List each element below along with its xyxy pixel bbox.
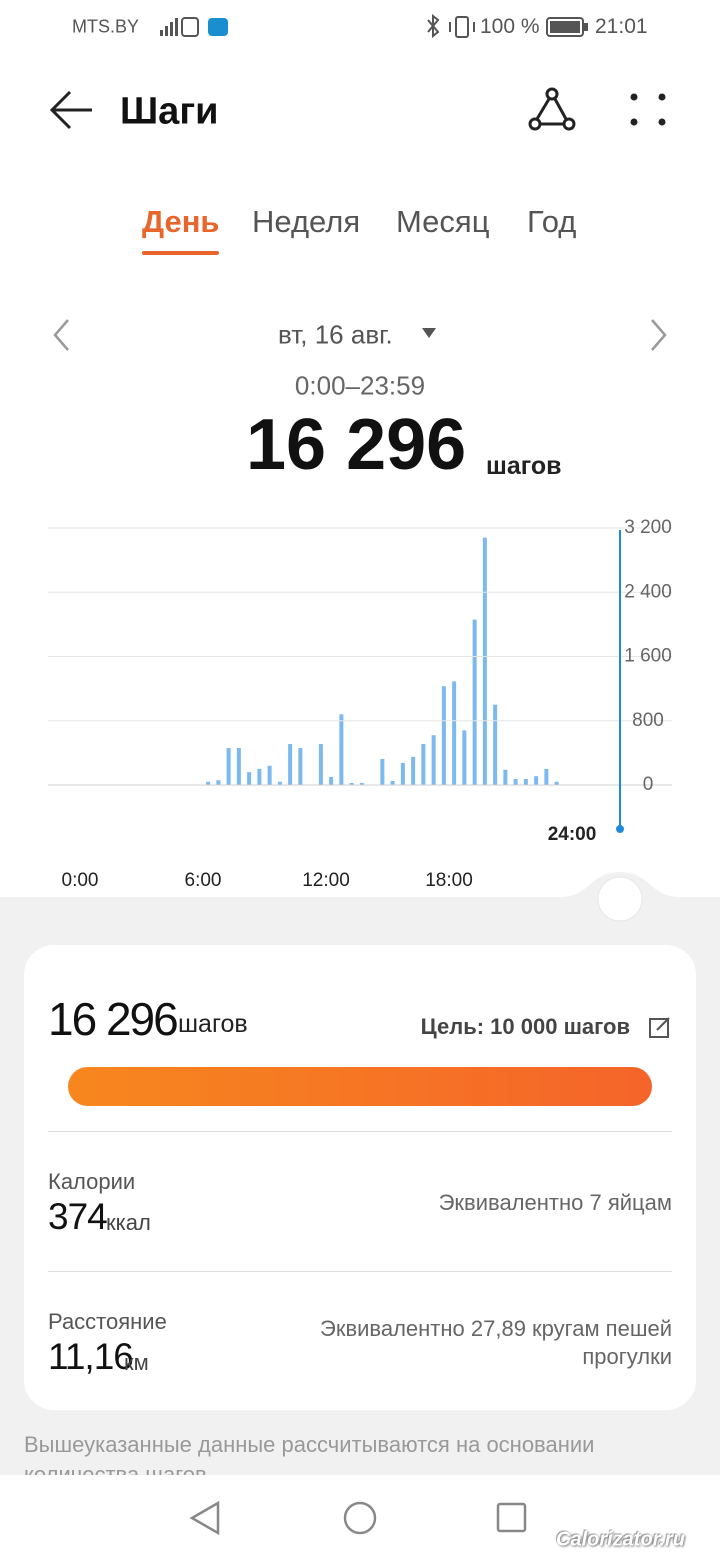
bar xyxy=(247,772,252,785)
carrier: MTS.BY xyxy=(72,16,140,37)
calories-label: Калории xyxy=(48,1169,136,1194)
next-day[interactable] xyxy=(646,318,670,352)
time-range: 0:00–23:59 xyxy=(294,370,426,401)
summary-steps: 16 296 xyxy=(48,993,179,1045)
tab-day[interactable]: День xyxy=(142,204,220,239)
bar xyxy=(513,778,518,785)
back-button[interactable] xyxy=(48,88,96,132)
clock: 21:01 xyxy=(595,15,648,38)
x-tick-label: 6:00 xyxy=(185,870,222,891)
nav-home[interactable] xyxy=(343,1501,377,1535)
divider xyxy=(48,1131,672,1132)
page-title: Шаги xyxy=(120,90,219,133)
total-steps: 16 296 xyxy=(246,405,467,485)
nav-recent[interactable] xyxy=(496,1502,527,1533)
note-clip: Вышеуказанные данные рассчитываются на о… xyxy=(0,1430,720,1475)
tab-week[interactable]: Неделя xyxy=(252,204,361,239)
summary-card xyxy=(24,945,696,1410)
bar xyxy=(482,537,487,785)
x-tick-label: 18:00 xyxy=(425,870,473,891)
bar xyxy=(257,768,262,785)
prev-day[interactable] xyxy=(50,318,74,352)
bar xyxy=(452,681,457,785)
menu-button[interactable] xyxy=(626,88,670,132)
bar xyxy=(216,780,221,785)
distance-unit: км xyxy=(124,1350,149,1375)
bar xyxy=(411,756,416,785)
share-button[interactable] xyxy=(526,86,578,134)
date[interactable]: вт, 16 авг. xyxy=(278,319,393,350)
bar xyxy=(462,730,467,785)
bar xyxy=(288,744,293,785)
bar xyxy=(236,748,241,785)
calories-equivalent: Эквивалентно 7 яйцам xyxy=(438,1190,672,1215)
bar xyxy=(431,735,436,785)
distance-equivalent: Эквивалентно 27,89 кругам пешей прогулки xyxy=(320,1316,672,1369)
bar xyxy=(421,744,426,785)
watermark: Calorizator.ru xyxy=(556,1528,685,1551)
tab-month[interactable]: Месяц xyxy=(396,204,490,239)
x-tick-label: 12:00 xyxy=(302,870,350,891)
total-unit: шагов xyxy=(486,452,562,480)
summary-steps-unit: шагов xyxy=(178,1010,248,1038)
bt-vibrate-icons xyxy=(427,14,475,39)
goal: Цель: 10 000 шагов xyxy=(420,1014,630,1039)
bar xyxy=(267,765,272,785)
distance-label: Расстояние xyxy=(48,1309,167,1334)
bar xyxy=(226,748,231,785)
divider xyxy=(48,1271,672,1272)
nav-buttons xyxy=(189,1500,527,1536)
nav-back[interactable] xyxy=(189,1500,220,1536)
calories-value: 374 xyxy=(48,1196,108,1237)
bar xyxy=(441,686,446,785)
bar xyxy=(503,769,508,785)
bar xyxy=(554,781,559,785)
bar xyxy=(390,780,395,785)
x-tick-label: 0:00 xyxy=(62,870,99,891)
bar xyxy=(277,781,282,785)
y-tick-label: 2 400 xyxy=(624,581,672,602)
bar xyxy=(544,768,549,785)
bar xyxy=(534,776,539,785)
steps-chart: 18:00 12:00 6:00 0:00 3 200 2 400 1 600 800 0 24… xyxy=(48,517,672,891)
bar xyxy=(318,744,323,785)
calories-unit: ккал xyxy=(106,1210,151,1235)
y-tick-label: 800 xyxy=(632,710,664,731)
bar xyxy=(493,704,498,785)
bar xyxy=(359,782,364,785)
edit-goal[interactable] xyxy=(648,1015,672,1039)
bar xyxy=(329,776,334,785)
time-cursor-dot xyxy=(616,825,624,833)
tab-year[interactable]: Год xyxy=(527,204,577,239)
bar xyxy=(298,748,303,785)
battery-percent: 100 % xyxy=(480,15,540,38)
y-tick-label: 1 600 xyxy=(624,646,672,667)
bar xyxy=(380,758,385,785)
date-dropdown[interactable] xyxy=(421,327,437,339)
bar xyxy=(523,778,528,785)
battery-icon xyxy=(546,17,588,37)
bar xyxy=(472,619,477,785)
bar xyxy=(339,714,344,785)
distance-value: 11,16 xyxy=(48,1336,134,1377)
bar xyxy=(400,762,405,785)
status-icons xyxy=(160,17,228,37)
cursor-label: 24:00 xyxy=(548,824,597,845)
note: Вышеуказанные данные рассчитываются на о… xyxy=(24,1432,595,1475)
y-tick-label: 0 xyxy=(643,774,654,795)
goal-progress xyxy=(68,1067,652,1106)
bar xyxy=(206,781,211,785)
bar xyxy=(349,782,354,785)
y-tick-label: 3 200 xyxy=(624,517,672,538)
tab-indicator xyxy=(142,251,219,255)
nav-bar xyxy=(0,1475,720,1560)
